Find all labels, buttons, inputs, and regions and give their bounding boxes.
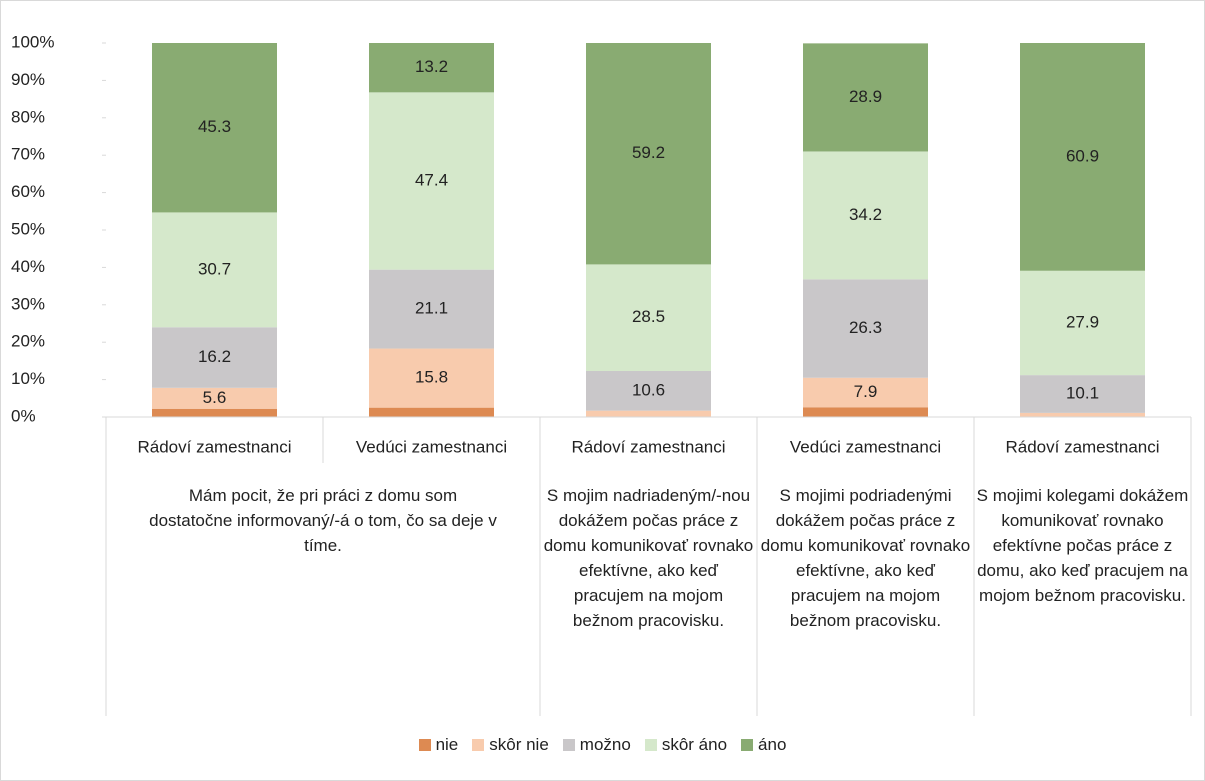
y-tick-label: 90% [11, 70, 45, 89]
data-label: 10.1 [1066, 383, 1099, 402]
bar-segment [803, 279, 928, 378]
category-group-label: S mojimi podriadenými dokážem počas prác… [760, 486, 971, 630]
bar-segment [586, 370, 711, 411]
bar-segment [803, 377, 928, 408]
data-label: 21.1 [415, 299, 448, 318]
legend-item: áno [741, 735, 786, 755]
bar-segment [1020, 43, 1145, 271]
legend-swatch [562, 739, 575, 751]
y-tick-label: 60% [11, 182, 45, 201]
bar-segment [586, 264, 711, 371]
legend-swatch [741, 739, 754, 751]
bar-segment [152, 387, 277, 409]
bar-segment [152, 212, 277, 328]
bar-segment [152, 408, 277, 417]
data-label: 5.6 [203, 388, 227, 407]
data-label: 15.8 [415, 368, 448, 387]
bar-segment [586, 43, 711, 265]
legend-swatch [418, 739, 431, 751]
legend-item: skôr nie [472, 735, 549, 755]
data-label: 47.4 [415, 170, 448, 189]
legend-label: áno [758, 735, 787, 754]
y-tick-label: 30% [11, 294, 45, 313]
category-group-label: S mojim nadriadeným/-nou dokážem počas p… [543, 486, 754, 630]
bar-segment [152, 43, 277, 213]
bar-segment [1020, 270, 1145, 376]
bar-segment [152, 327, 277, 388]
x-tick-label: Rádoví zamestnanci [571, 437, 725, 456]
bar-segment [369, 269, 494, 349]
data-label: 60.9 [1066, 146, 1099, 165]
legend-item: možno [562, 735, 631, 755]
bar-segment [369, 92, 494, 270]
data-label: 28.5 [632, 307, 665, 326]
data-label: 27.9 [1066, 312, 1099, 331]
legend: nie skôr nie možno skôr áno áno [1, 735, 1204, 755]
legend-item: nie [418, 735, 459, 755]
y-tick-label: 70% [11, 145, 45, 164]
y-tick-label: 100% [11, 32, 54, 51]
data-label: 13.2 [415, 57, 448, 76]
y-tick-label: 80% [11, 107, 45, 126]
data-label: 59.2 [632, 143, 665, 162]
x-tick-label: Rádoví zamestnanci [1005, 437, 1159, 456]
data-label: 10.6 [632, 380, 665, 399]
bar-segment [1020, 375, 1145, 413]
legend-label: skôr áno [661, 735, 728, 754]
y-tick-label: 20% [11, 332, 45, 351]
bar-segment [586, 410, 711, 417]
legend-item: skôr áno [644, 735, 728, 755]
bar-segment [369, 407, 494, 417]
data-label: 30.7 [198, 259, 231, 278]
bar-segment [369, 348, 494, 408]
data-label: 28.9 [849, 87, 882, 106]
bar-segment [1020, 412, 1145, 417]
x-tick-label: Vedúci zamestnanci [790, 437, 941, 456]
bar-segment [803, 151, 928, 280]
data-label: 45.3 [198, 117, 231, 136]
x-tick-label: Vedúci zamestnanci [356, 437, 507, 456]
legend-label: možno [579, 735, 631, 754]
legend-label: skôr nie [489, 735, 549, 754]
legend-label: nie [435, 735, 459, 754]
data-label: 34.2 [849, 205, 882, 224]
y-tick-label: 0% [11, 406, 36, 425]
y-tick-label: 50% [11, 219, 45, 238]
data-label: 16.2 [198, 347, 231, 366]
bar-segment [369, 43, 494, 93]
data-label: 26.3 [849, 318, 882, 337]
y-tick-label: 40% [11, 257, 45, 276]
bar-segment [803, 43, 928, 152]
category-group-label: S mojimi kolegami dokážem komunikovať ro… [976, 486, 1189, 605]
data-label: 7.9 [854, 382, 878, 401]
x-tick-label: Rádoví zamestnanci [137, 437, 291, 456]
legend-swatch [472, 739, 485, 751]
legend-swatch [644, 739, 657, 751]
category-group-label: Mám pocit, že pri práci z domu som dosta… [149, 486, 497, 555]
y-tick-label: 10% [11, 369, 45, 388]
bar-segment [803, 407, 928, 417]
